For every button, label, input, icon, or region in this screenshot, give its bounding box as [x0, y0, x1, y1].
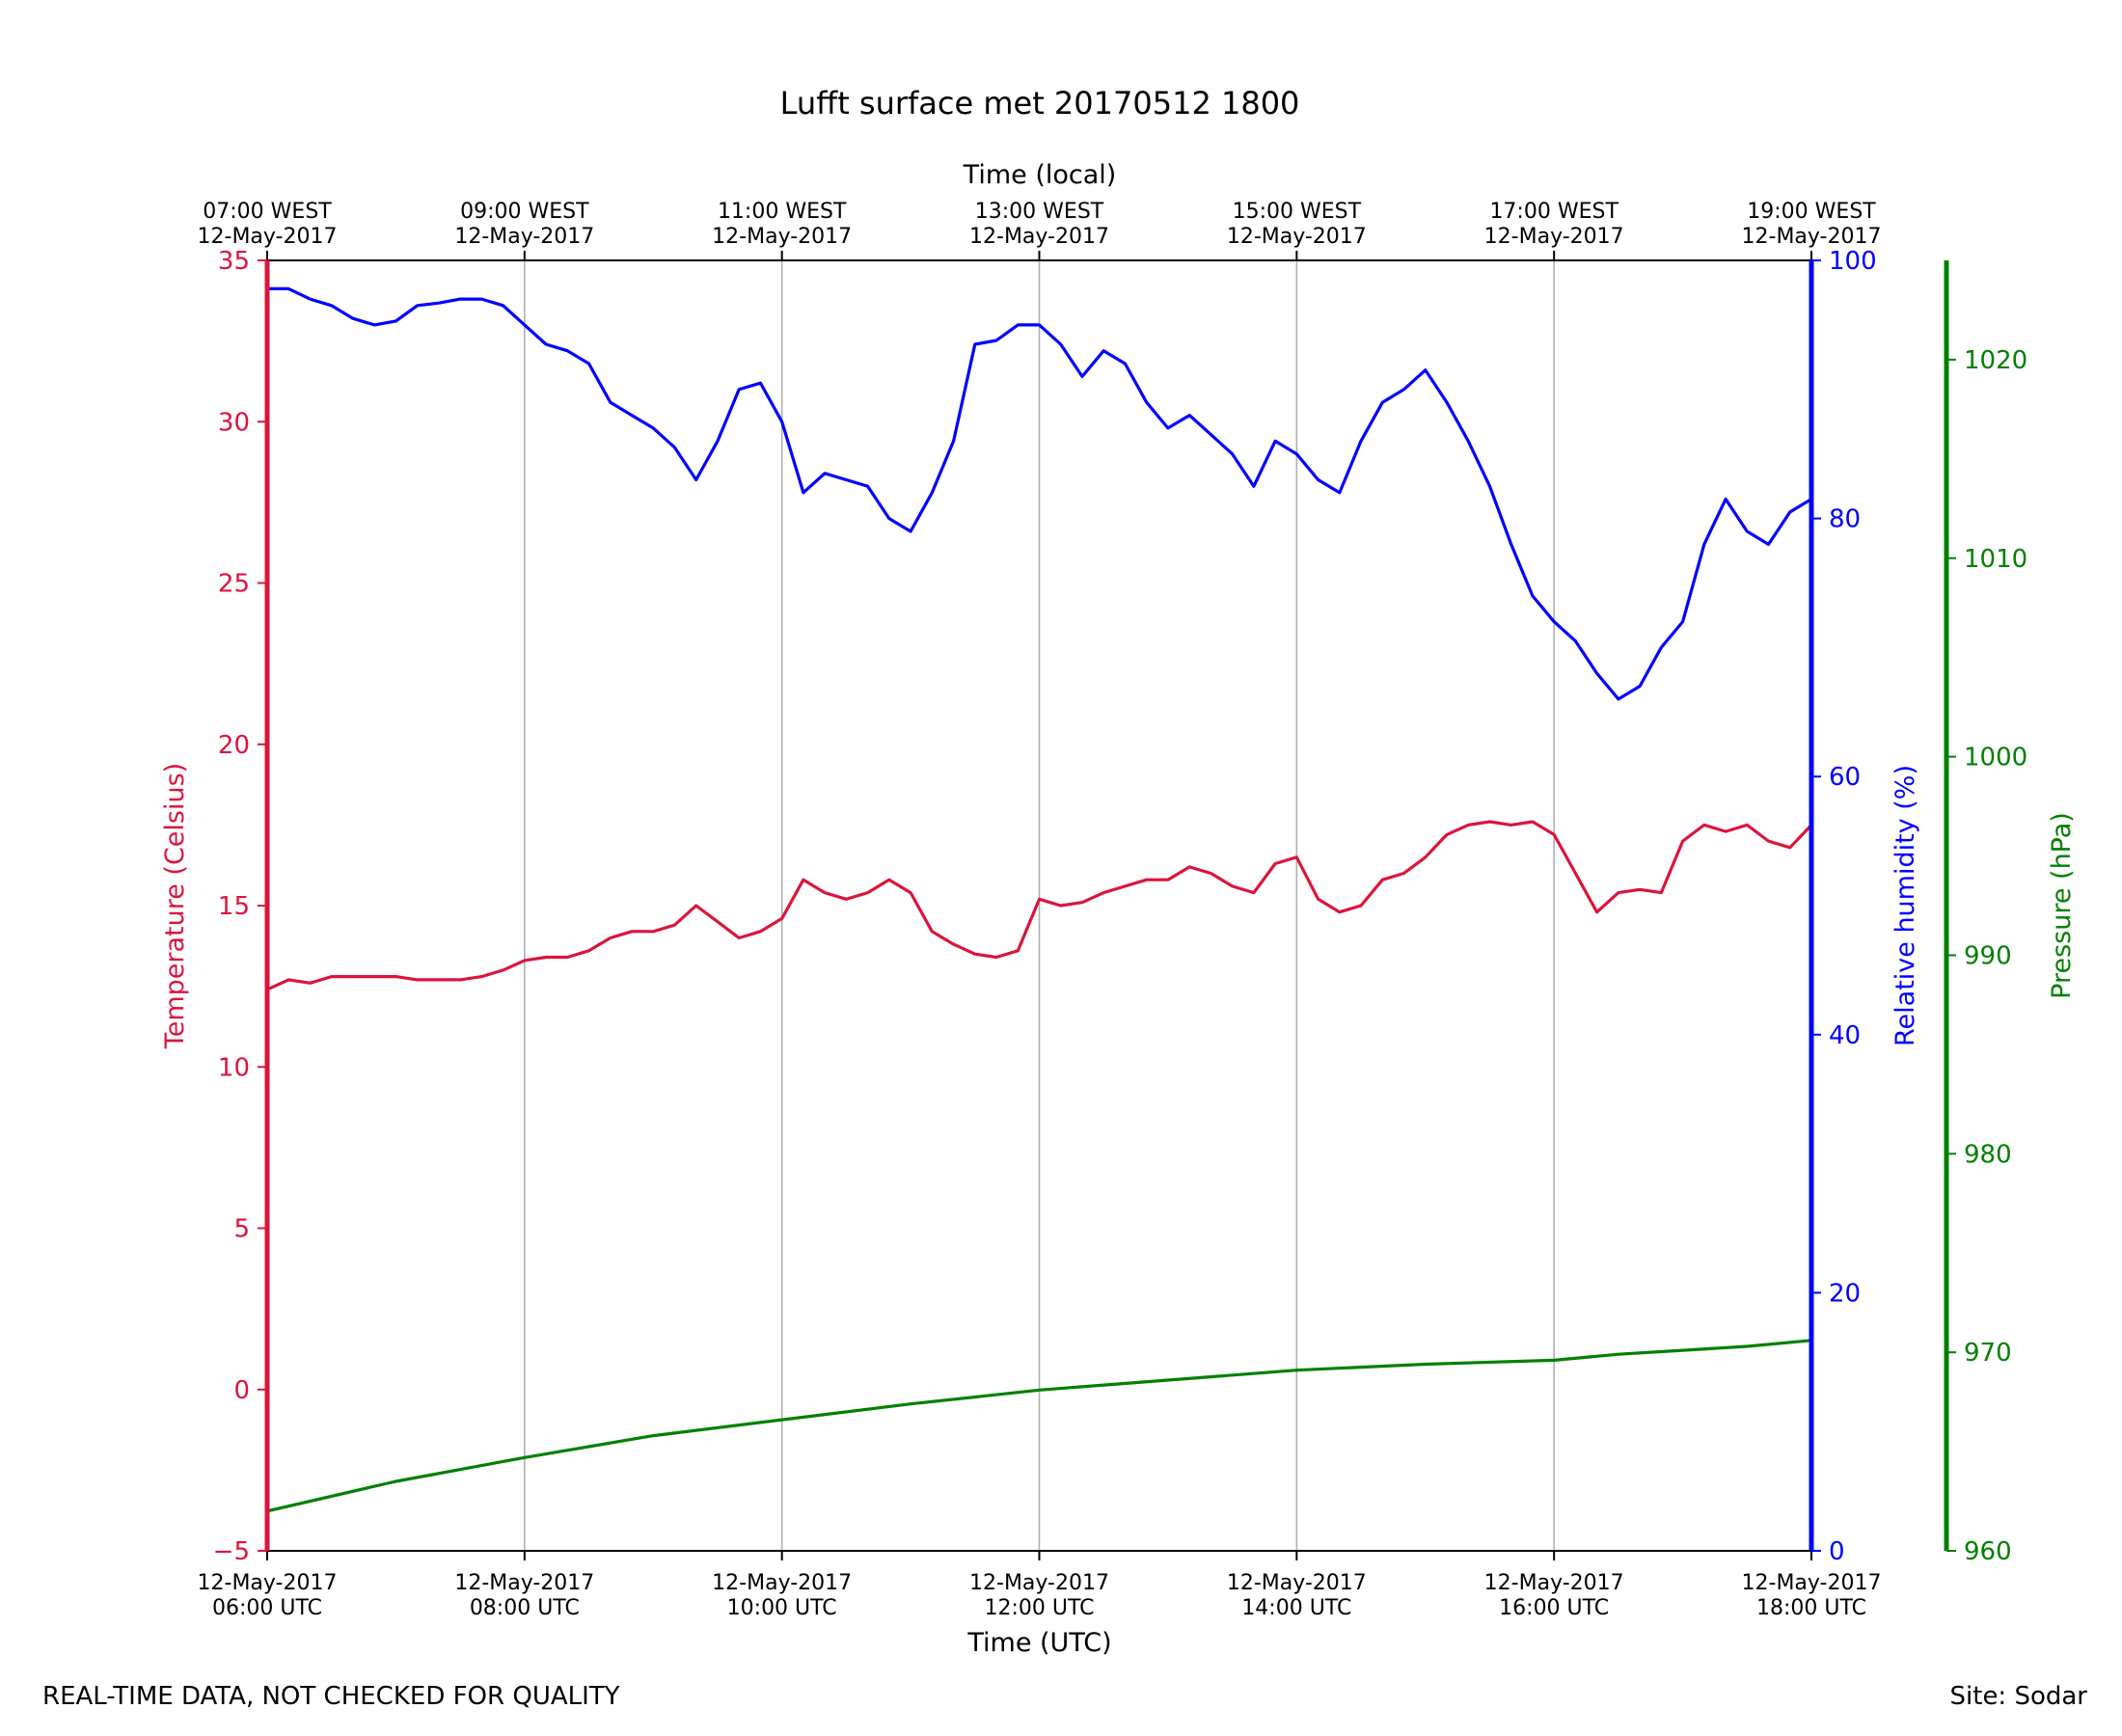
x-tick-label: 08:00 UTC — [470, 1596, 580, 1620]
site-label: Site: Sodar — [1949, 1682, 2087, 1711]
y-tick-label-temp: 10 — [218, 1053, 250, 1082]
y-tick-label-temp: 20 — [218, 731, 250, 760]
y-tick-label-temp: 30 — [218, 408, 250, 437]
y-tick-label-rh: 0 — [1829, 1537, 1845, 1566]
x-tick-label-top: 09:00 WEST — [460, 200, 589, 224]
x-tick-label-top: 17:00 WEST — [1489, 200, 1619, 224]
y-tick-label-temp: 15 — [218, 892, 250, 921]
y-axis-label-pres: Pressure (hPa) — [2047, 812, 2077, 999]
y-tick-label-rh: 100 — [1829, 247, 1877, 276]
y-tick-label-temp: 25 — [218, 570, 250, 599]
y-tick-label-pres: 970 — [1964, 1339, 2012, 1368]
y-tick-label-pres: 990 — [1964, 941, 2012, 970]
x-tick-label: 12-May-2017 — [969, 1571, 1109, 1595]
series-line-temp — [267, 820, 1811, 991]
y-tick-label-pres: 960 — [1964, 1537, 2012, 1566]
x-tick-label-top: 07:00 WEST — [203, 200, 332, 224]
x-tick-label: 10:00 UTC — [727, 1596, 837, 1620]
y-tick-label-rh: 80 — [1829, 505, 1861, 534]
y-tick-label-rh: 20 — [1829, 1279, 1861, 1308]
x-tick-label: 06:00 UTC — [212, 1596, 322, 1620]
y-tick-label-pres: 1020 — [1964, 346, 2027, 375]
x-tick-label-top: 12-May-2017 — [454, 225, 594, 249]
x-tick-label-top: 11:00 WEST — [718, 200, 847, 224]
x-tick-label: 12-May-2017 — [1227, 1571, 1367, 1595]
x-tick-label: 12:00 UTC — [984, 1596, 1094, 1620]
grid-lines — [524, 260, 1555, 1551]
y-axis-label-temp: Temperature (Celsius) — [160, 763, 190, 1049]
y-tick-label-pres: 1000 — [1964, 744, 2027, 773]
y-axis-label-rh: Relative humidity (%) — [1891, 765, 1920, 1046]
x-tick-label-top: 15:00 WEST — [1233, 200, 1362, 224]
x-tick-label: 12-May-2017 — [198, 1571, 338, 1595]
y-tick-label-rh: 40 — [1829, 1021, 1861, 1050]
y-tick-label-rh: 60 — [1829, 763, 1861, 792]
x-tick-label-top: 12-May-2017 — [712, 225, 852, 249]
x-axis-top-label: Time (local) — [963, 160, 1117, 190]
y-tick-label-temp: 35 — [218, 247, 250, 276]
y-tick-label-temp: 0 — [233, 1376, 250, 1405]
x-tick-label: 12-May-2017 — [454, 1571, 594, 1595]
series-line-rh — [267, 286, 1811, 701]
series-layer — [267, 286, 1811, 1513]
x-tick-label: 16:00 UTC — [1499, 1596, 1609, 1620]
quality-disclaimer: REAL-TIME DATA, NOT CHECKED FOR QUALITY — [42, 1682, 620, 1711]
x-tick-label: 12-May-2017 — [1742, 1571, 1882, 1595]
x-tick-label-top: 12-May-2017 — [969, 225, 1109, 249]
x-tick-label: 18:00 UTC — [1756, 1596, 1866, 1620]
x-tick-label: 12-May-2017 — [712, 1571, 852, 1595]
y-tick-label-temp: 5 — [233, 1215, 250, 1244]
x-tick-label-top: 19:00 WEST — [1747, 200, 1876, 224]
x-tick-label-top: 12-May-2017 — [1227, 225, 1367, 249]
y-tick-label-pres: 980 — [1964, 1140, 2012, 1169]
x-axis-label: Time (UTC) — [966, 1628, 1111, 1658]
series-line-pres — [267, 1339, 1811, 1513]
y-tick-label-temp: −5 — [213, 1537, 250, 1566]
x-tick-label-top: 13:00 WEST — [975, 200, 1104, 224]
x-tick-label-top: 12-May-2017 — [1742, 225, 1882, 249]
x-tick-label: 12-May-2017 — [1484, 1571, 1624, 1595]
x-tick-label-top: 12-May-2017 — [198, 225, 338, 249]
chart-title: Lufft surface met 20170512 1800 — [780, 85, 1300, 122]
x-tick-label-top: 12-May-2017 — [1484, 225, 1624, 249]
x-tick-label: 14:00 UTC — [1241, 1596, 1351, 1620]
y-tick-label-pres: 1010 — [1964, 545, 2027, 574]
